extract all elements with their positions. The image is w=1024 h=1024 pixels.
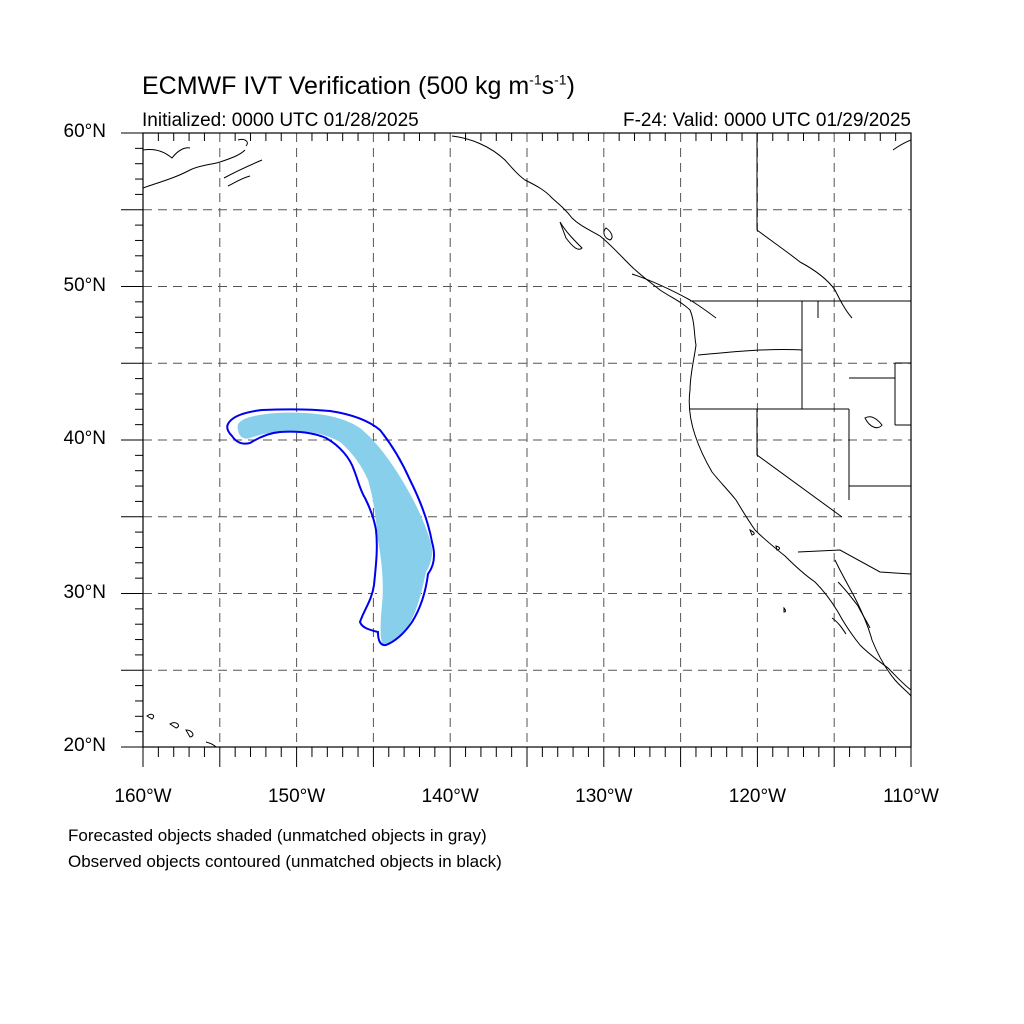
legend-forecast-note: Forecasted objects shaded (unmatched obj… bbox=[68, 826, 487, 845]
coastlines bbox=[143, 135, 911, 747]
initialized-label: Initialized: 0000 UTC 01/28/2025 bbox=[142, 110, 419, 131]
latitude-label: 20°N bbox=[63, 735, 106, 756]
longitude-label: 150°W bbox=[267, 786, 326, 807]
longitude-label: 130°W bbox=[575, 786, 633, 807]
axis-ticks bbox=[121, 132, 912, 767]
observed-object-contour bbox=[226, 408, 436, 647]
latitude-label: 60°N bbox=[63, 121, 106, 142]
latitude-label: 30°N bbox=[63, 581, 106, 603]
longitude-label: 110°W bbox=[883, 786, 939, 807]
longitude-label: 120°W bbox=[728, 786, 787, 807]
political-boundaries bbox=[690, 133, 911, 575]
lat-lon-grid bbox=[143, 133, 911, 747]
chart-title: ECMWF IVT Verification (500 kg m-1s-1) bbox=[142, 71, 575, 100]
valid-time-label: F-24: Valid: 0000 UTC 01/29/2025 bbox=[623, 110, 911, 131]
latitude-label: 40°N bbox=[63, 428, 106, 449]
latitude-label: 50°N bbox=[63, 274, 106, 296]
longitude-label: 160°W bbox=[114, 786, 172, 807]
longitude-label: 140°W bbox=[421, 786, 479, 807]
legend-observed-note: Observed objects contoured (unmatched ob… bbox=[68, 852, 502, 871]
forecast-object-gap bbox=[354, 465, 369, 503]
forecast-object-shaded bbox=[237, 412, 433, 646]
